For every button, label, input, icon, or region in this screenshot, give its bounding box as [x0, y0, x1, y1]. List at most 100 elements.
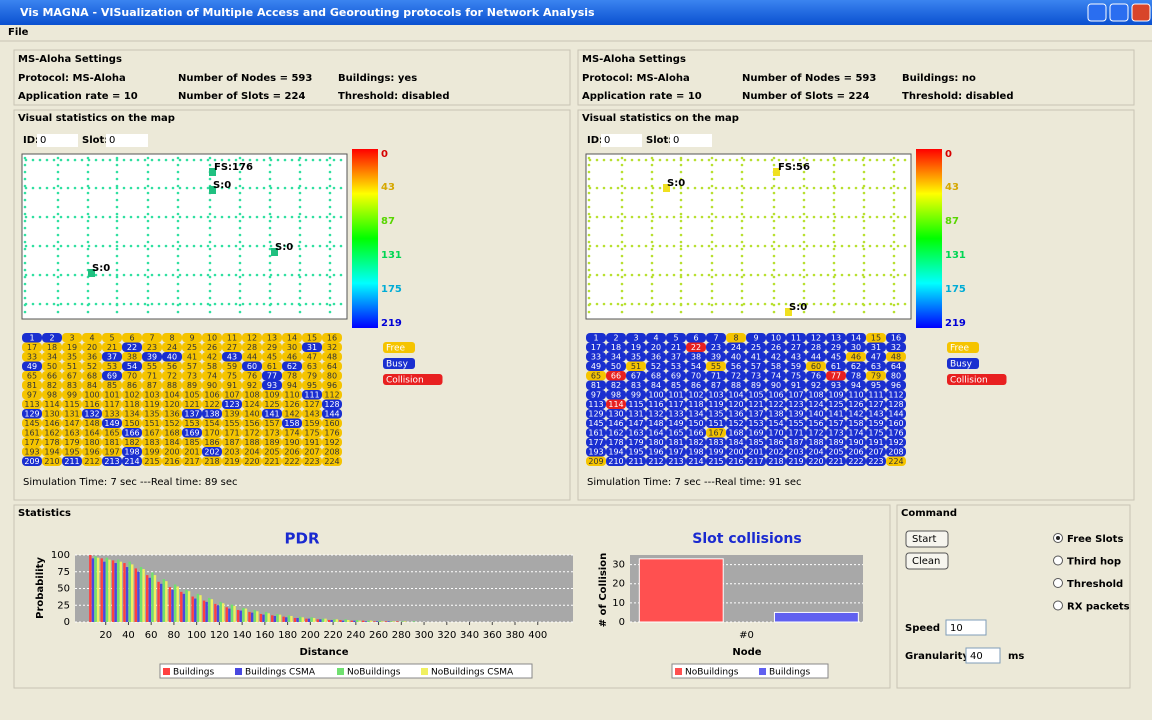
- simulation-time: Simulation Time: 7 sec ---Real time: 91 …: [587, 477, 802, 488]
- map-node: [672, 273, 676, 277]
- slot-cell: [82, 428, 102, 438]
- x-tick-label: 300: [415, 630, 434, 641]
- map-node: [749, 158, 753, 162]
- slot-number: 16: [327, 334, 337, 343]
- map-node: [311, 158, 315, 162]
- slot-number: 59: [227, 362, 237, 371]
- map-node: [710, 310, 714, 314]
- bar: [355, 619, 359, 622]
- map-node: [192, 244, 196, 248]
- map-node: [650, 156, 654, 160]
- legend-label: Buildings: [173, 668, 215, 678]
- map-node: [620, 310, 624, 314]
- slot-number: 98: [47, 391, 57, 400]
- close-button[interactable]: [1131, 3, 1151, 22]
- slot-cell: [242, 418, 262, 428]
- map-node: [602, 244, 606, 248]
- map-node: [115, 247, 119, 251]
- map-node: [176, 282, 180, 286]
- minimize-button[interactable]: [1087, 3, 1107, 22]
- speed-select[interactable]: [945, 619, 987, 636]
- bar: [358, 620, 361, 622]
- slot-number: 158: [284, 419, 299, 428]
- map-node: [227, 273, 231, 277]
- slot-cell: [262, 371, 282, 381]
- id-input[interactable]: [37, 134, 78, 147]
- map-node: [150, 215, 154, 219]
- slot-cell: [826, 342, 846, 352]
- slot-cell: [786, 409, 806, 419]
- button[interactable]: [905, 530, 949, 548]
- menu-item[interactable]: File: [8, 27, 29, 38]
- map-node: [802, 275, 806, 279]
- map-node: [740, 184, 744, 188]
- map-node: [86, 247, 90, 251]
- map-node: [227, 158, 231, 162]
- map-node: [178, 273, 182, 277]
- slot-input[interactable]: [106, 134, 148, 147]
- map-node: [889, 302, 893, 306]
- slot-cell: [626, 333, 646, 343]
- map-node: [208, 254, 212, 258]
- slot-cell: [122, 380, 142, 390]
- slot-number: 200: [728, 448, 743, 457]
- maximize-button[interactable]: [1109, 3, 1129, 22]
- map-node: [23, 289, 27, 293]
- map-node: [854, 186, 858, 190]
- map-node: [861, 215, 865, 219]
- bar: [392, 621, 395, 622]
- radio[interactable]: [1053, 600, 1063, 611]
- map-node: [234, 273, 238, 277]
- map-node: [339, 273, 343, 277]
- map-node: [623, 186, 627, 190]
- slot-number: 131: [64, 410, 79, 419]
- map-node: [832, 268, 836, 272]
- slot-cell: [706, 333, 726, 343]
- slot-number: 90: [207, 381, 217, 390]
- bar: [341, 620, 345, 622]
- slot-cell: [22, 418, 42, 428]
- slot-number: 186: [204, 438, 219, 447]
- slot-number: 113: [24, 400, 39, 409]
- slot-cell: [646, 456, 666, 466]
- slot-number: 187: [788, 438, 803, 447]
- slot-cell: [282, 342, 302, 352]
- slot-number: 182: [688, 438, 703, 447]
- slot-number: 172: [808, 429, 823, 438]
- slot-number: 18: [47, 343, 57, 352]
- map[interactable]: [21, 153, 348, 320]
- map-node: [86, 170, 90, 174]
- map-node: [742, 244, 746, 248]
- map-node: [772, 261, 776, 265]
- slot-number: 22: [127, 343, 137, 352]
- map-node: [238, 310, 242, 314]
- button[interactable]: [905, 552, 949, 570]
- slot-number: 215: [144, 457, 159, 466]
- map-node: [847, 215, 851, 219]
- radio[interactable]: [1053, 578, 1063, 588]
- map-node: [798, 273, 802, 277]
- map-node: [882, 215, 886, 219]
- granularity-input[interactable]: [965, 647, 1001, 664]
- slot-number: 10: [207, 334, 217, 343]
- radio[interactable]: [1053, 555, 1063, 566]
- map-node: [630, 244, 634, 248]
- map-node: [220, 215, 224, 219]
- map-node: [791, 215, 795, 219]
- id-input[interactable]: [601, 134, 642, 147]
- map-node: [115, 177, 119, 181]
- map-node: [616, 302, 620, 306]
- slot-number: 6: [693, 334, 698, 343]
- bar: [324, 618, 327, 622]
- map-node: [651, 273, 655, 277]
- radio-label: RX packets: [1067, 602, 1130, 613]
- slot-cell: [282, 418, 302, 428]
- legend-box: [159, 663, 533, 679]
- slot-number: 19: [67, 343, 77, 352]
- map-node: [672, 158, 676, 162]
- map-node: [847, 244, 851, 248]
- slot-number: 42: [771, 353, 781, 362]
- map[interactable]: [585, 153, 912, 320]
- slot-cell: [846, 342, 866, 352]
- slot-input[interactable]: [670, 134, 712, 147]
